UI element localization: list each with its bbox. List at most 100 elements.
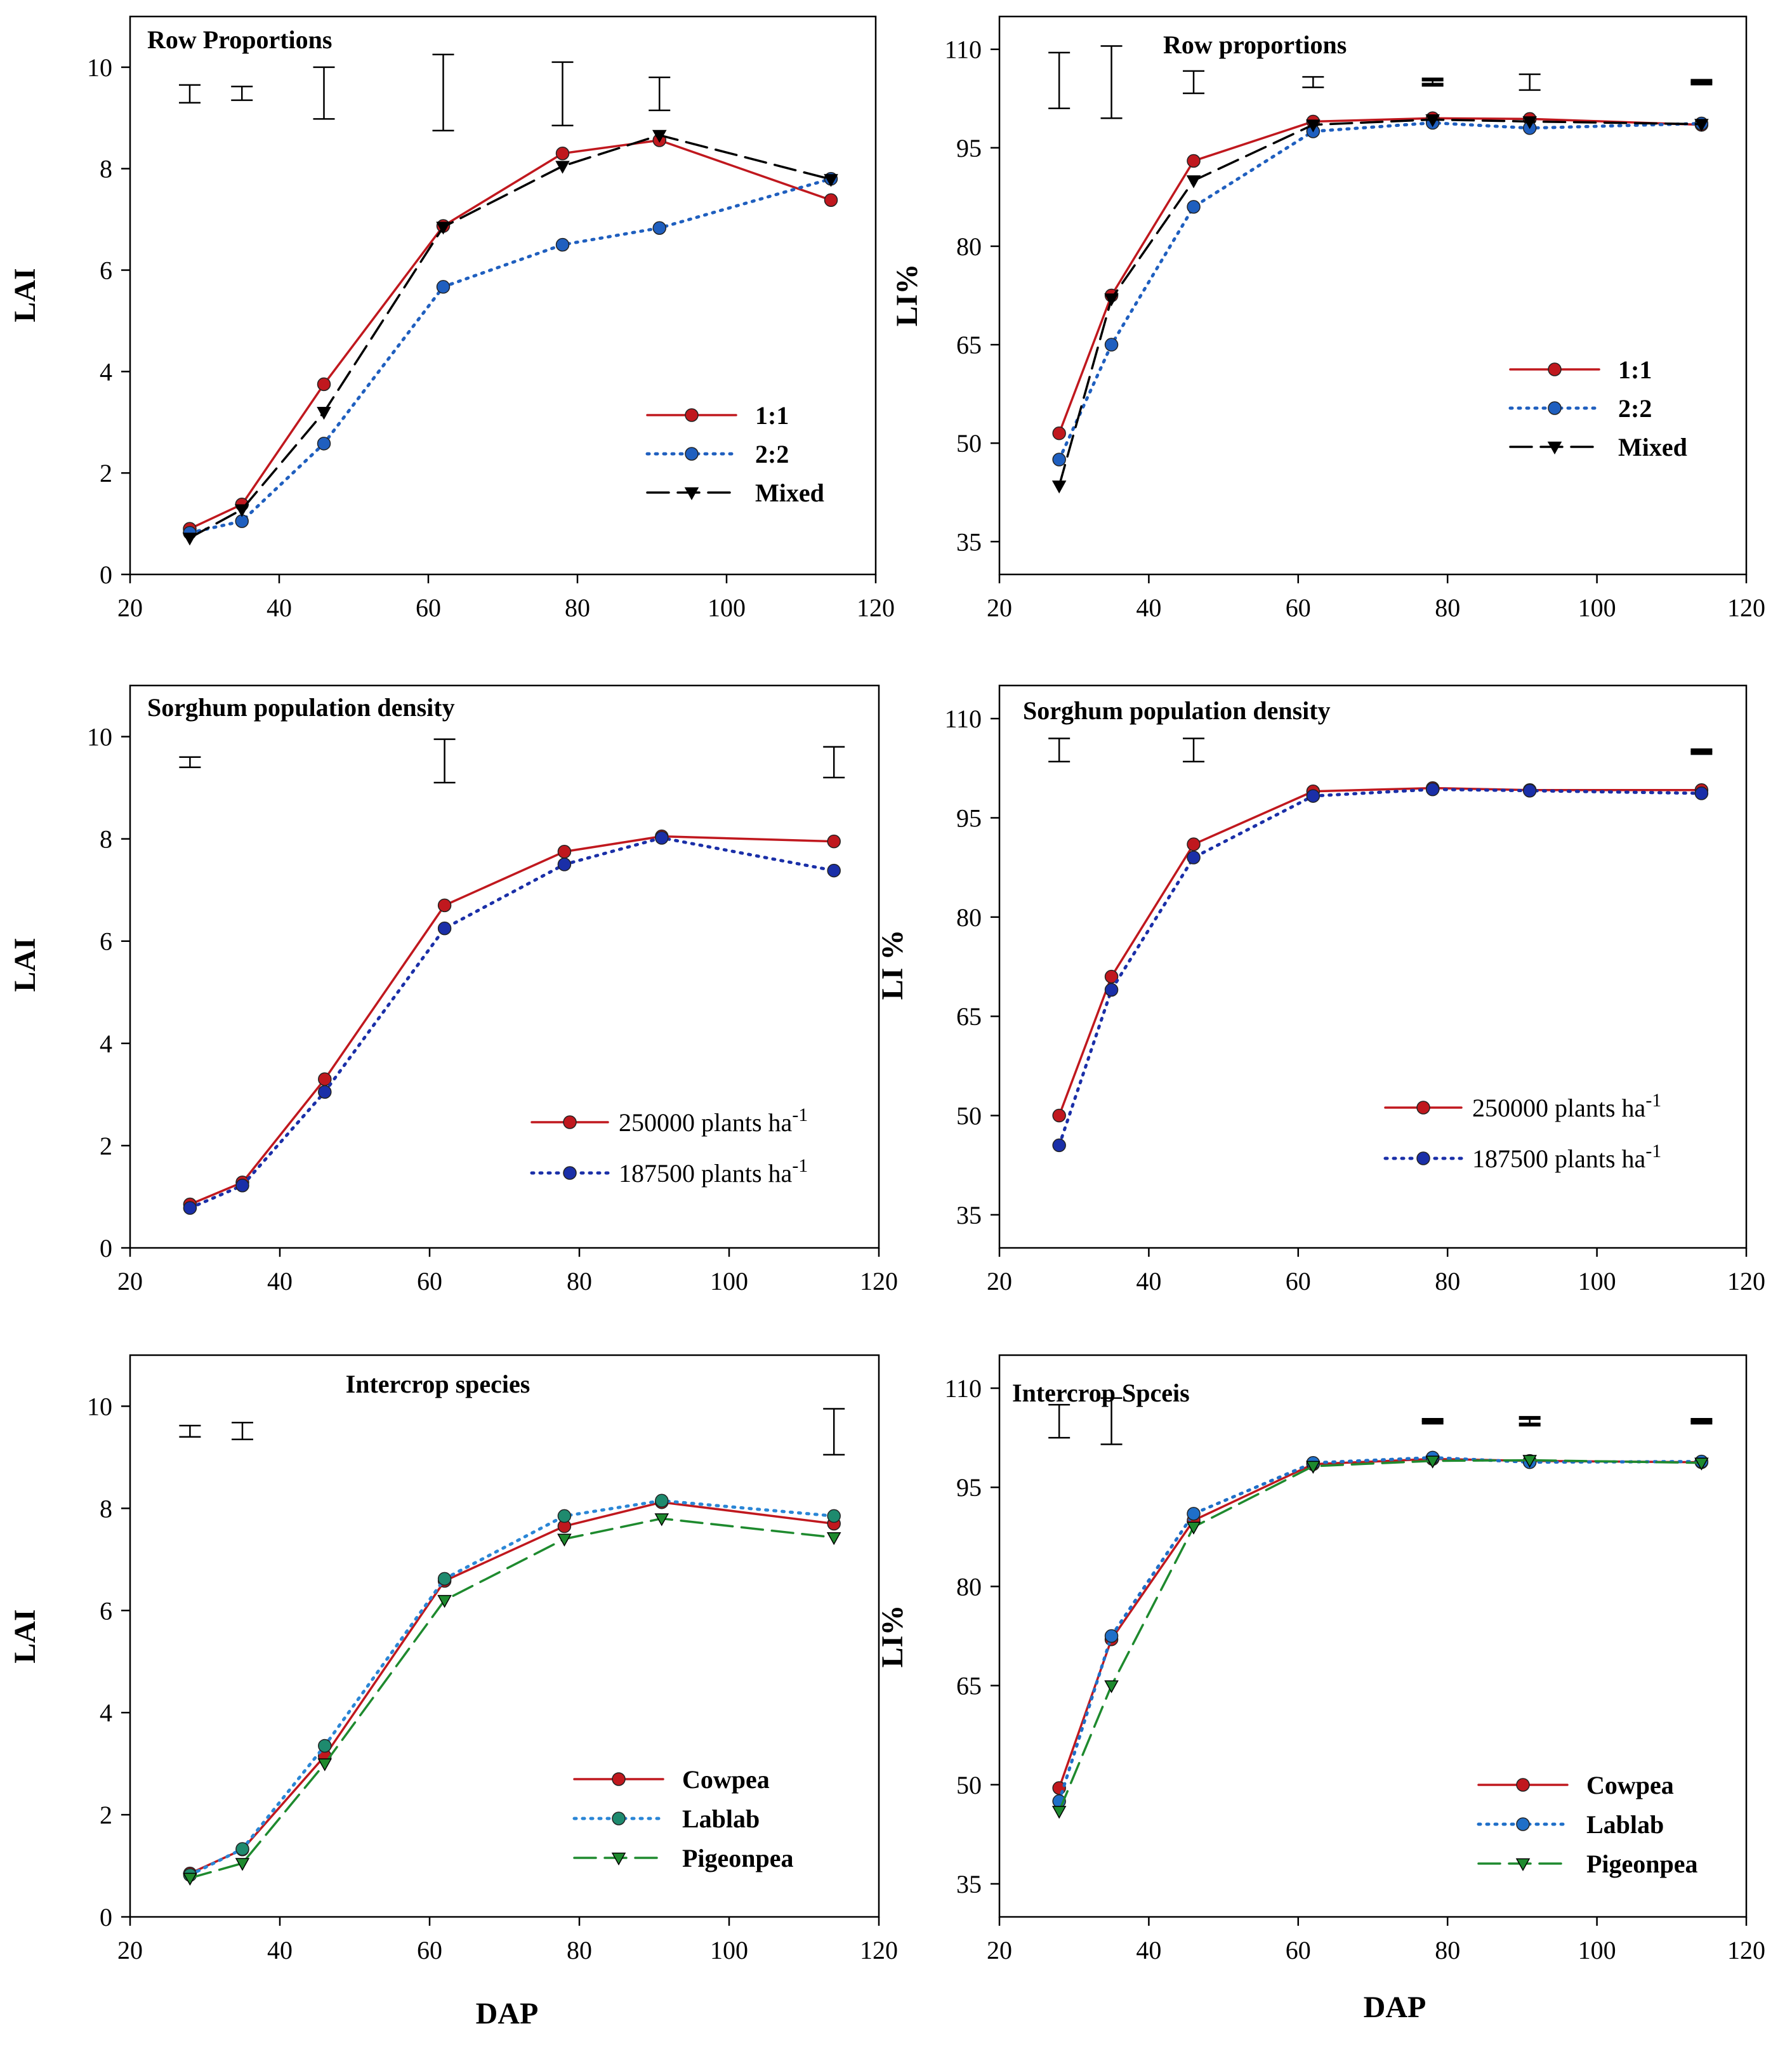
data-point xyxy=(555,147,570,161)
data-point xyxy=(1548,362,1562,376)
data-point xyxy=(685,447,699,461)
x-tick-label: 100 xyxy=(708,593,746,622)
x-tick-label: 60 xyxy=(417,1936,442,1964)
data-point xyxy=(436,222,451,235)
x-tick-label: 120 xyxy=(1727,1936,1765,1964)
data-point xyxy=(1187,851,1201,865)
data-point xyxy=(555,161,570,174)
x-tick-label: 100 xyxy=(1578,1267,1616,1295)
plot-frame xyxy=(998,1354,1748,1918)
x-tick-label: 80 xyxy=(1435,1267,1460,1295)
y-tick-label: 35 xyxy=(956,1870,982,1898)
legend-label: Pigeonpea xyxy=(682,1844,794,1872)
x-tick-label: 20 xyxy=(987,1267,1012,1295)
data-point xyxy=(1052,1108,1066,1123)
series-line xyxy=(1057,121,1703,461)
y-tick-label: 110 xyxy=(944,705,982,733)
data-point xyxy=(824,193,838,208)
y-tick-label: 8 xyxy=(100,1494,112,1523)
panel-title: Intercrop species xyxy=(346,1370,530,1398)
series-mixed xyxy=(1051,114,1709,494)
series-line xyxy=(1058,1459,1703,1813)
y-tick-label: 80 xyxy=(956,903,982,932)
error-bars xyxy=(1048,45,1713,119)
data-point xyxy=(437,921,452,936)
data-point xyxy=(317,437,331,451)
data-point xyxy=(317,407,331,420)
y-tick-label: 0 xyxy=(100,560,112,589)
x-tick-label: 80 xyxy=(1435,593,1460,622)
data-point xyxy=(684,487,699,501)
data-point xyxy=(1306,1461,1321,1474)
data-point xyxy=(1425,1455,1440,1469)
data-point xyxy=(1187,154,1201,168)
data-point xyxy=(1416,1101,1430,1115)
x-tick-label: 40 xyxy=(267,1936,293,1964)
data-point xyxy=(1052,453,1066,467)
y-tick-label: 80 xyxy=(956,232,982,261)
data-point xyxy=(1051,480,1067,494)
data-point xyxy=(652,221,666,235)
chart-panel-1: 20 40 60 80 100 120 0 2 4 6 8 10 LAI Row Proportions 1… xyxy=(8,15,895,622)
x-tick-label: 60 xyxy=(417,1267,442,1295)
panel-title: Intercrop Spceis xyxy=(1012,1379,1190,1407)
x-tick-label: 120 xyxy=(857,593,895,622)
y-tick-label: 10 xyxy=(87,1392,112,1421)
chart-panel-5: 20 40 60 80 100 120 0 2 4 6 8 10 LAI Intercrop specie… xyxy=(8,1354,898,1964)
series-line xyxy=(188,139,833,530)
data-point xyxy=(826,1532,841,1546)
data-point xyxy=(611,1852,626,1866)
series-line xyxy=(1057,1455,1703,1803)
data-point xyxy=(1522,1455,1537,1468)
series-187500-plants-ha xyxy=(183,831,841,1215)
x-tick-label: 60 xyxy=(416,593,441,622)
y-tick-label: 2 xyxy=(100,1132,112,1160)
data-point xyxy=(1051,1806,1067,1819)
legend-label: 2:2 xyxy=(755,440,789,468)
series-lablab xyxy=(1052,1450,1709,1808)
data-point xyxy=(557,1509,572,1523)
y-tick-label: 0 xyxy=(100,1903,112,1931)
data-point xyxy=(182,533,197,546)
data-point xyxy=(1104,983,1119,997)
legend-label: 187500 plants ha-1 xyxy=(1472,1141,1661,1173)
data-point xyxy=(1186,175,1201,189)
y-tick-label: 6 xyxy=(100,256,112,285)
data-point xyxy=(1416,1151,1430,1165)
data-point xyxy=(234,504,249,517)
legend: 1:1 2:2 Mixed xyxy=(1508,355,1687,461)
data-point xyxy=(557,845,572,859)
data-point xyxy=(1516,1817,1530,1831)
y-tick-label: 50 xyxy=(956,429,982,458)
x-axis-label-right: DAP xyxy=(1364,1991,1426,2024)
legend: Cowpea Lablab Pigeonpea xyxy=(572,1765,794,1872)
data-point xyxy=(1104,969,1119,984)
x-tick-label: 80 xyxy=(1435,1936,1460,1964)
x-axis-label-left: DAP xyxy=(476,1997,539,2030)
x-tick-label: 20 xyxy=(117,593,143,622)
x-tick-label: 60 xyxy=(1286,1936,1311,1964)
x-tick-label: 120 xyxy=(1727,593,1765,622)
data-point xyxy=(1186,1521,1201,1535)
data-point xyxy=(612,1812,626,1825)
data-point xyxy=(183,1872,197,1886)
legend-label: 1:1 xyxy=(755,401,789,430)
data-point xyxy=(827,1509,841,1523)
legend-label: Cowpea xyxy=(682,1765,770,1794)
data-point xyxy=(1694,786,1709,800)
x-tick-label: 20 xyxy=(987,593,1012,622)
data-point xyxy=(437,1572,452,1586)
y-tick-label: 4 xyxy=(100,1030,112,1058)
y-tick-label: 95 xyxy=(956,804,982,832)
y-tick-label: 65 xyxy=(956,1672,982,1700)
x-tick-label: 100 xyxy=(710,1936,748,1964)
legend: 250000 plants ha-1 187500 plants ha-1 xyxy=(1383,1090,1661,1173)
x-tick-label: 100 xyxy=(710,1267,748,1295)
data-point xyxy=(1425,782,1440,797)
x-tick-label: 60 xyxy=(1286,593,1311,622)
panel-title: Sorghum population density xyxy=(1023,696,1331,725)
series-line xyxy=(1058,117,1703,435)
data-point xyxy=(1547,441,1562,455)
data-point xyxy=(612,1772,626,1786)
